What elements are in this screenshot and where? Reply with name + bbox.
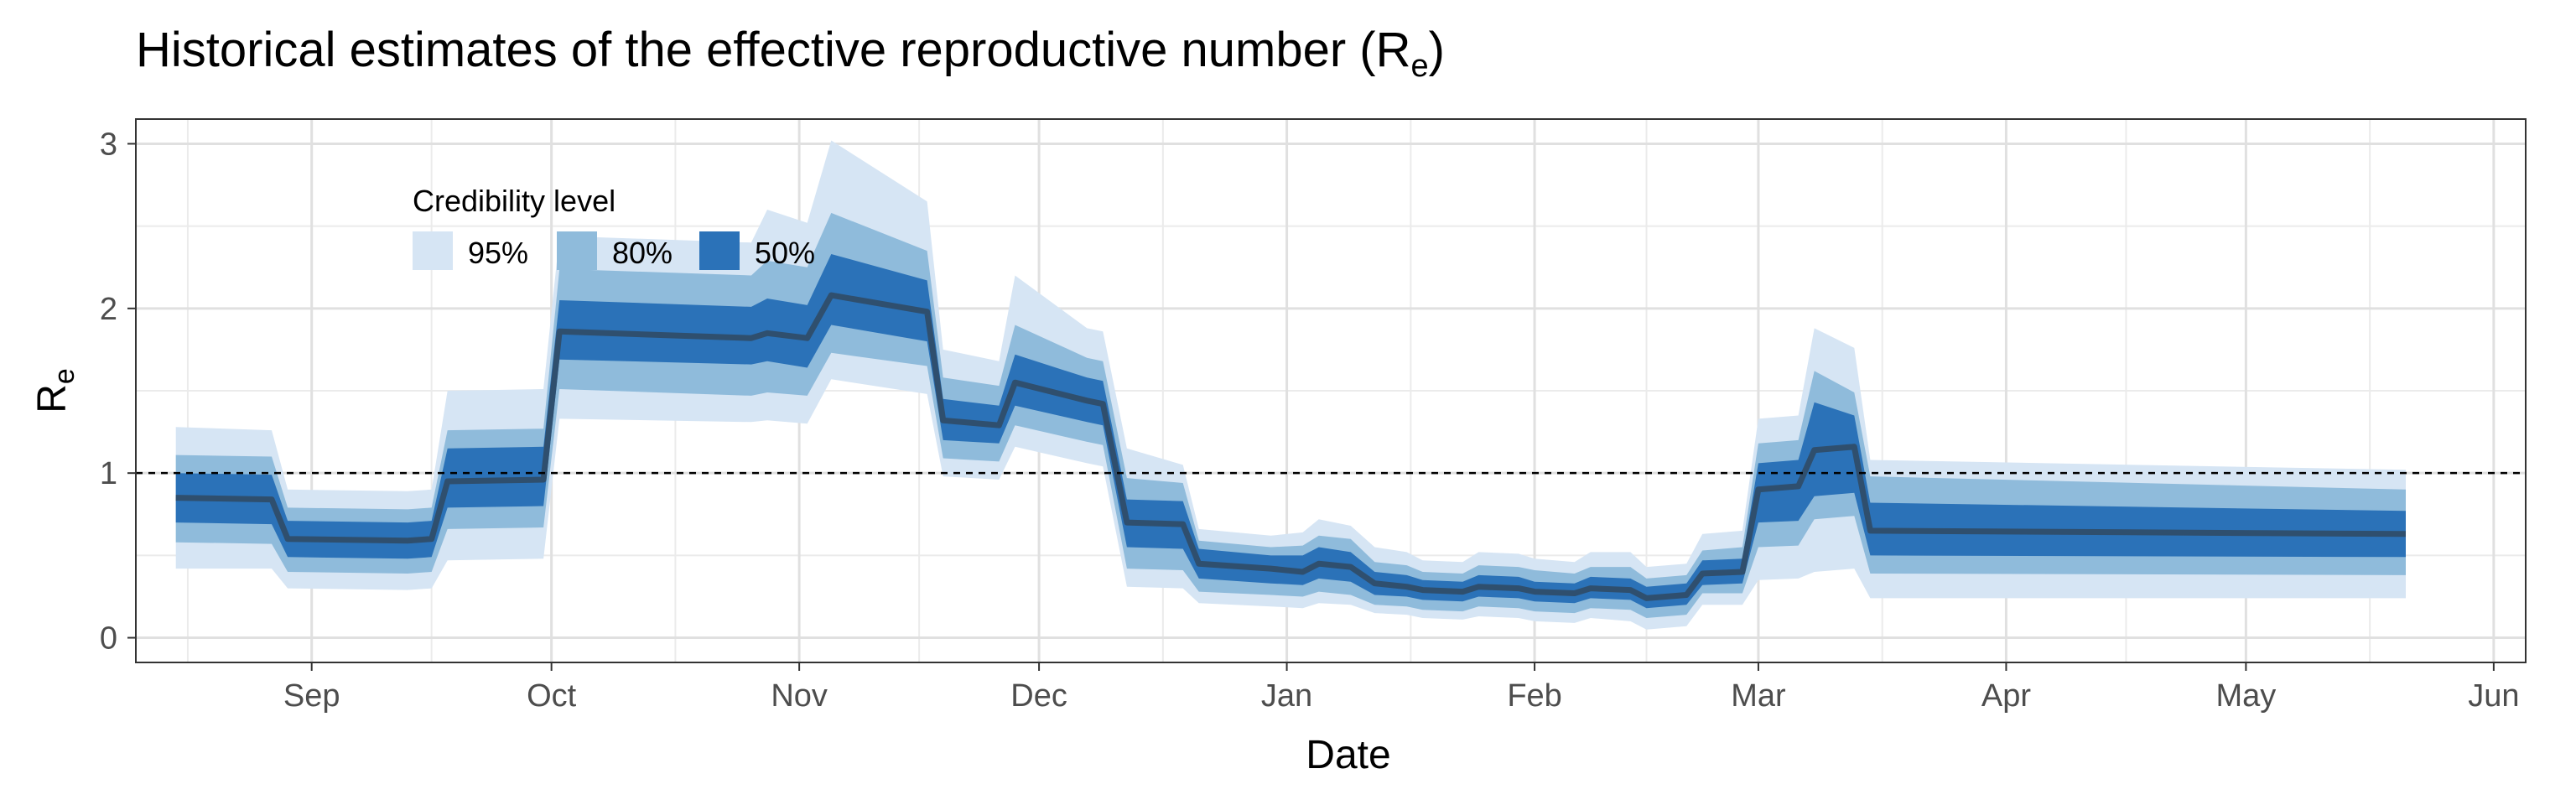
x-tick-label: Nov — [771, 678, 828, 714]
chart-title-subscript: e — [1410, 49, 1429, 84]
chart-title-main: Historical estimates of the effective re… — [136, 23, 1411, 77]
y-tick-label: 3 — [100, 127, 117, 162]
plot-panel-border — [135, 118, 2527, 663]
x-tick-label: Dec — [1010, 678, 1067, 714]
x-axis-title: Date — [1306, 733, 1390, 777]
x-tick-label: Sep — [283, 678, 340, 714]
x-tick-label: May — [2215, 678, 2276, 714]
x-tick-label: Feb — [1507, 678, 1561, 714]
svg-text:Re: Re — [30, 368, 80, 413]
legend-label-80: 80% — [612, 236, 673, 270]
y-tick-label: 2 — [100, 292, 117, 327]
median-group — [175, 292, 2407, 601]
y-axis-title: Re — [30, 368, 80, 413]
axes: Sep Oct Nov Dec Jan Feb Mar Apr May Jun 0 1 2 3 — [100, 127, 2520, 714]
median-line — [175, 292, 2407, 601]
legend-label-50: 50% — [755, 236, 815, 270]
x-tick-label: Jun — [2468, 678, 2519, 714]
legend-label-95: 95% — [468, 236, 528, 270]
y-tick-label: 1 — [100, 456, 117, 491]
x-tick-label: Mar — [1731, 678, 1786, 714]
legend-key-95 — [413, 231, 453, 270]
y-axis-title-subscript: e — [49, 368, 80, 384]
y-tick-label: 0 — [100, 621, 117, 657]
x-tick-label: Jan — [1261, 678, 1312, 714]
x-tick-label: Oct — [527, 678, 577, 714]
legend-key-50 — [699, 231, 740, 270]
chart-title: Historical estimates of the effective re… — [136, 17, 1445, 100]
y-axis-title-main: R — [30, 384, 75, 413]
x-tick-label: Apr — [1981, 678, 2031, 714]
legend: Credibility level 95% 80% 50% — [413, 184, 815, 270]
chart-title-end: ) — [1428, 23, 1445, 77]
legend-title: Credibility level — [413, 184, 615, 218]
band-50 — [175, 254, 2407, 609]
legend-key-80 — [557, 231, 597, 270]
